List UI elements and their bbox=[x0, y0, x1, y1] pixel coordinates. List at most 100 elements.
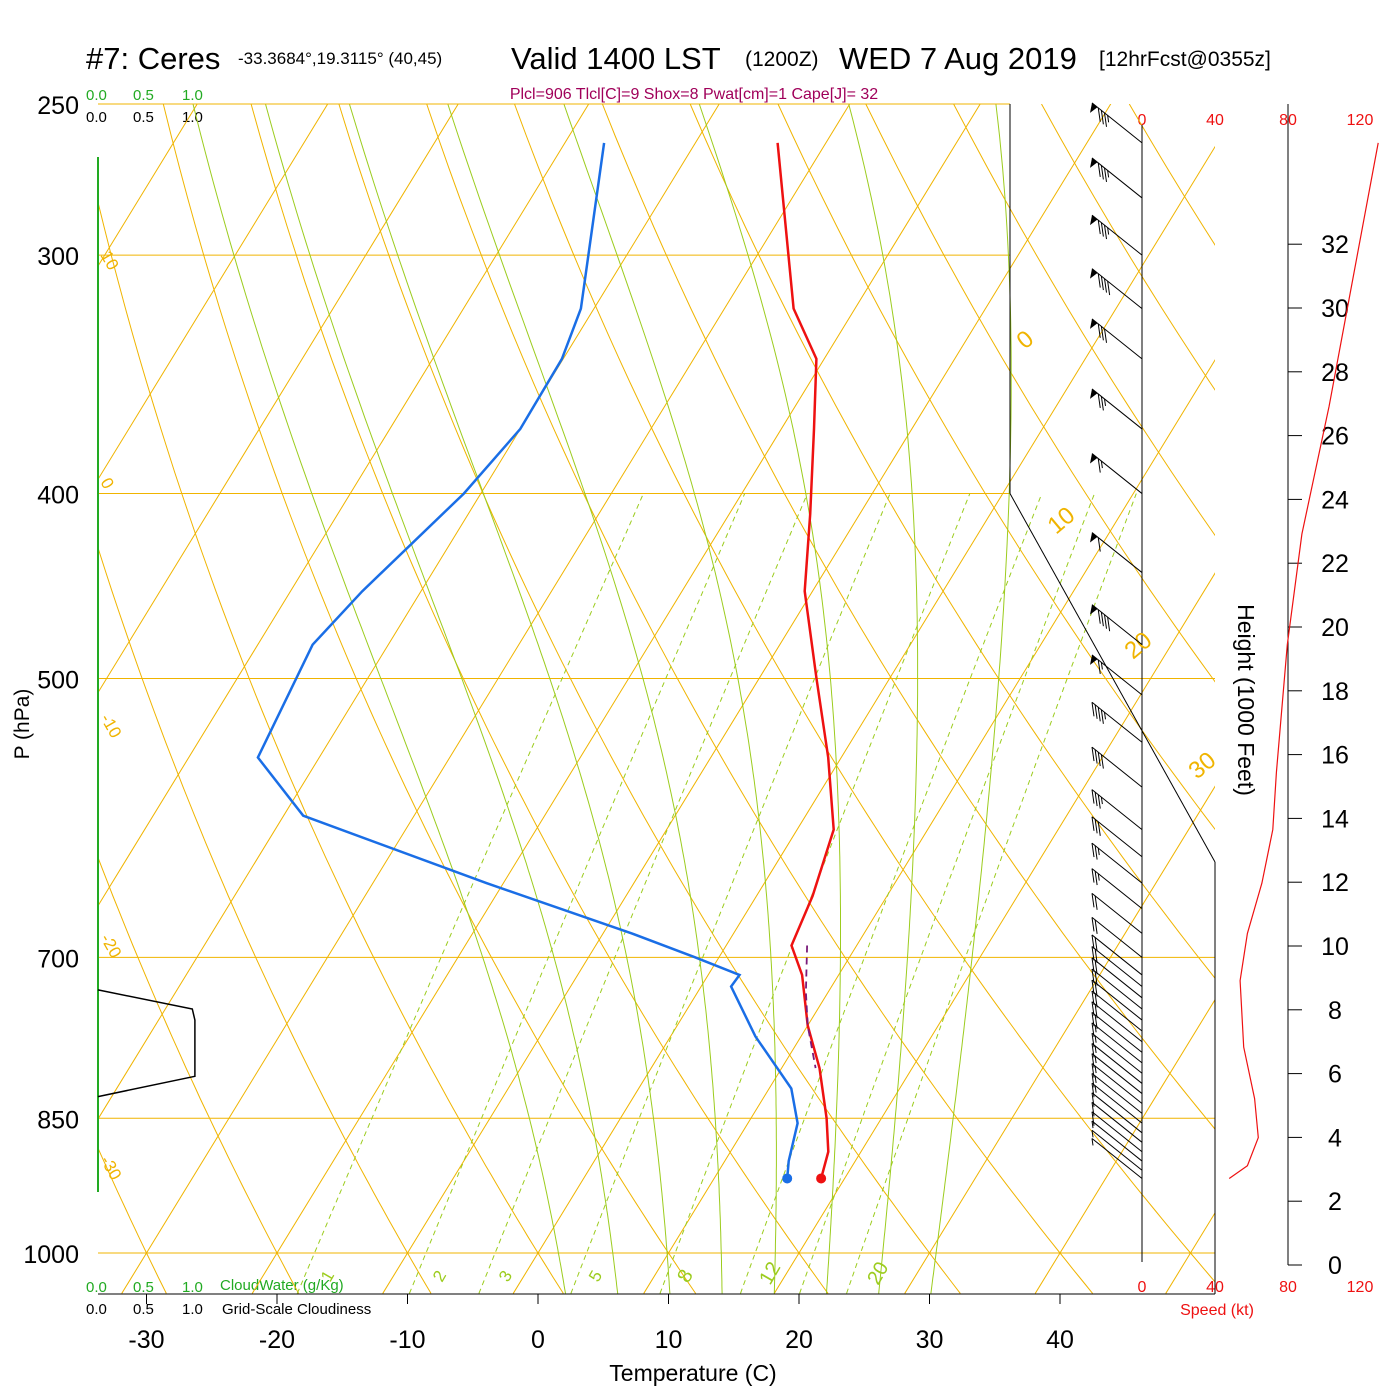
temperature-tick-label: 40 bbox=[1046, 1326, 1074, 1354]
wind-barb-staff bbox=[1091, 979, 1143, 1021]
height-tick-label: 18 bbox=[1321, 678, 1349, 706]
wind-barb bbox=[1090, 532, 1143, 573]
height-tick-label: 32 bbox=[1321, 231, 1349, 259]
wind-barb bbox=[1091, 1101, 1143, 1143]
background-lines bbox=[98, 104, 1215, 1294]
wind-barb bbox=[1091, 1120, 1143, 1162]
cloudwater-tick-top-1: 0.5 bbox=[133, 87, 154, 104]
wind-barb-half-flag bbox=[1094, 1065, 1097, 1074]
dry-adiabat-line bbox=[162, 104, 697, 1294]
mixing-ratio-label: 5 bbox=[585, 1267, 606, 1285]
wind-barb bbox=[1091, 1129, 1143, 1171]
isotherm-line bbox=[98, 104, 590, 907]
wind-barb-half-flag bbox=[1097, 873, 1100, 881]
isotherm-line bbox=[904, 785, 1215, 1294]
wind-barb-flag bbox=[1097, 537, 1101, 552]
isotherm-label: -10 bbox=[97, 711, 126, 742]
speed-scale-bottom: 0 40 80 120 Speed (kt) bbox=[1138, 1279, 1374, 1319]
wind-barb-half-flag bbox=[1094, 1035, 1097, 1043]
wind-barb-flag bbox=[1091, 934, 1095, 950]
wind-barb bbox=[1090, 268, 1143, 309]
isotherm-line bbox=[512, 145, 1215, 1294]
cloudwater-tick-top-2: 1.0 bbox=[182, 87, 203, 104]
wind-barb-flag bbox=[1097, 458, 1101, 473]
isotherm-line bbox=[251, 104, 981, 1294]
cloudwater-tick-bottom-2: 1.0 bbox=[182, 1279, 203, 1296]
wind-barb-flag bbox=[1104, 328, 1107, 343]
wind-barb-staff bbox=[1091, 842, 1143, 884]
wind-barb-flag bbox=[1091, 1083, 1095, 1098]
height-tick-label: 0 bbox=[1328, 1252, 1342, 1280]
wind-barb-flag bbox=[1097, 609, 1101, 624]
wind-barb bbox=[1090, 388, 1143, 430]
height-tick-label: 30 bbox=[1321, 295, 1349, 323]
wind-barb-staff bbox=[1091, 892, 1143, 934]
moist-adiabat-label: 12 bbox=[755, 1258, 785, 1288]
wind-barb-staff bbox=[1091, 816, 1143, 858]
wind-barb-flag bbox=[1094, 749, 1098, 764]
isotherm-line bbox=[121, 104, 851, 1294]
dry-adiabat-line bbox=[689, 104, 1215, 979]
wind-barb bbox=[1091, 1138, 1143, 1179]
wind-barb-flag bbox=[1097, 794, 1101, 809]
wind-barb-staff bbox=[1091, 968, 1143, 1010]
wind-barb-flag bbox=[1091, 702, 1095, 717]
wind-barb-flag bbox=[1094, 919, 1098, 934]
isotherm-line bbox=[773, 572, 1215, 1294]
isotherm-line bbox=[98, 104, 720, 1120]
wind-barb bbox=[1090, 654, 1143, 696]
wind-barb-flag bbox=[1100, 222, 1104, 237]
dry-adiabat-line bbox=[98, 200, 564, 1294]
dewpoint-profile-line bbox=[256, 142, 799, 1179]
wind-barb-staff bbox=[1091, 1092, 1143, 1134]
wind-barb bbox=[1091, 1073, 1143, 1114]
wind-barb-half-flag bbox=[1100, 797, 1103, 805]
cloudiness-tick-top-0: 0.0 bbox=[86, 109, 107, 126]
isotherm-label: 10 bbox=[97, 248, 123, 274]
temperature-tick-label: 0 bbox=[531, 1326, 545, 1354]
wind-barb-pennant bbox=[1090, 388, 1098, 399]
wind-barb-staff bbox=[1091, 318, 1143, 360]
isotherm-line bbox=[98, 104, 329, 481]
cloudiness-line bbox=[97, 989, 196, 1098]
dry-adiabat-line bbox=[777, 104, 1215, 831]
wind-barb-staff bbox=[1091, 388, 1143, 430]
wind-barb-flag bbox=[1094, 937, 1098, 952]
wind-barb bbox=[1091, 1092, 1143, 1134]
wind-barb-pennant bbox=[1090, 453, 1098, 464]
wind-barb-pennant bbox=[1090, 215, 1098, 226]
wind-barb-half-flag bbox=[1091, 1120, 1094, 1129]
mixing-ratio-line bbox=[740, 493, 1043, 1294]
isotherm-label: -20 bbox=[97, 931, 126, 962]
wind-barb-flag bbox=[1094, 948, 1098, 964]
wind-barb bbox=[1091, 1032, 1143, 1074]
wind-barb bbox=[1091, 868, 1143, 909]
wind-barb-flag bbox=[1100, 165, 1104, 180]
pressure-tick-label: 500 bbox=[37, 667, 79, 695]
wind-barb bbox=[1091, 1082, 1143, 1124]
wind-barb-flag bbox=[1097, 323, 1101, 338]
wind-barb-staff bbox=[1091, 102, 1143, 144]
wind-barb-pennant bbox=[1090, 318, 1098, 329]
isotherm-line bbox=[98, 104, 459, 694]
wind-barb-flag bbox=[1091, 816, 1095, 831]
wind-barb-flag bbox=[1104, 112, 1107, 127]
mixing-ratio-label: 2 bbox=[429, 1267, 450, 1285]
height-tick-label: 20 bbox=[1321, 614, 1349, 642]
speed-tick-bottom-0: 0 bbox=[1138, 1279, 1147, 1296]
wind-barb-flag bbox=[1100, 276, 1104, 291]
wind-barb-flag bbox=[1104, 614, 1107, 629]
height-tick-label: 16 bbox=[1321, 742, 1349, 770]
mixing-ratio-line bbox=[799, 493, 1095, 1294]
wind-barb-flag bbox=[1094, 971, 1098, 986]
wind-speed-line bbox=[1228, 142, 1379, 1179]
temperature-tick-label: -20 bbox=[259, 1326, 295, 1354]
wind-barb-half-flag bbox=[1107, 115, 1110, 123]
wind-barb bbox=[1091, 946, 1143, 987]
wind-barb bbox=[1090, 604, 1143, 646]
wind-barb-flag bbox=[1097, 273, 1101, 288]
moist-adiabat-label: 8 bbox=[673, 1266, 698, 1287]
cloudiness-tick-bottom-0: 0.0 bbox=[86, 1301, 107, 1318]
wind-barb-staff bbox=[1091, 214, 1143, 256]
wind-barb bbox=[1091, 1053, 1143, 1094]
